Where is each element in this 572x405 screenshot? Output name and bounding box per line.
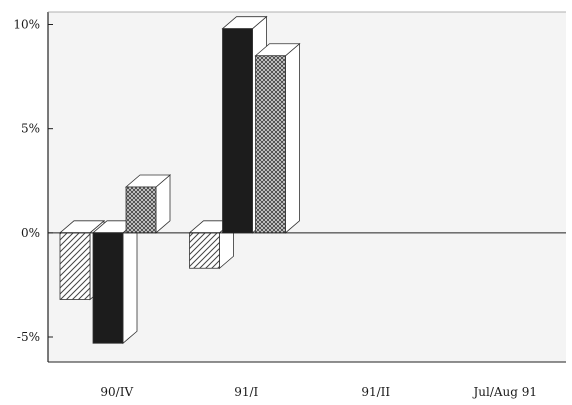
bar-front-face — [255, 55, 286, 234]
x-category-label: 91/I — [234, 385, 258, 399]
x-category-label: 90/IV — [100, 385, 133, 399]
x-category-label: Jul/Aug 91 — [471, 385, 537, 399]
bars — [58, 15, 301, 345]
bar — [124, 174, 172, 234]
y-axis-tick-labels: 10% 5% 0% -5% — [13, 18, 40, 345]
bar-front-face — [92, 232, 124, 344]
bar-side-face — [285, 42, 300, 234]
bar-front-face — [125, 186, 157, 234]
y-tick-label: 0% — [21, 226, 40, 240]
x-category-label: 91/II — [361, 385, 390, 399]
bar-front-face — [59, 232, 91, 300]
bar — [91, 219, 139, 345]
y-tick-label: -5% — [17, 330, 40, 344]
y-tick-label: 10% — [13, 18, 40, 32]
bar-front-face — [222, 28, 253, 234]
bar-side-face — [122, 219, 138, 345]
bar — [254, 42, 301, 234]
y-tick-label: 5% — [21, 122, 40, 136]
category-labels: 90/IV 91/I 91/II Jul/Aug 91 — [100, 385, 537, 399]
axes — [47, 11, 566, 363]
bar-front-face — [189, 232, 220, 269]
